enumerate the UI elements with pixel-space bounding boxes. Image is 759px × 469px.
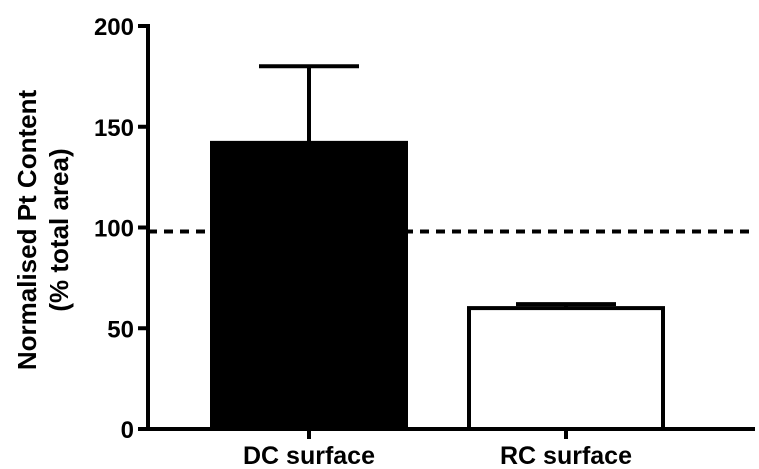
y-tick-label: 50 <box>107 316 134 343</box>
y-axis-title-line1: Normalised Pt Content <box>12 90 42 371</box>
y-axis-title: Normalised Pt Content (% total area) <box>12 90 74 371</box>
y-tick-label: 200 <box>94 14 134 41</box>
bar-dc-surface <box>210 140 408 431</box>
bar-rc-surface <box>467 306 665 432</box>
y-tick-label: 150 <box>94 115 134 142</box>
y-tick-label: 100 <box>94 216 134 243</box>
x-tick-label: DC surface <box>243 442 375 469</box>
y-axis-title-line2: (% total area) <box>44 148 74 311</box>
x-tick-label: RC surface <box>500 442 632 469</box>
y-tick-label: 0 <box>121 417 134 444</box>
